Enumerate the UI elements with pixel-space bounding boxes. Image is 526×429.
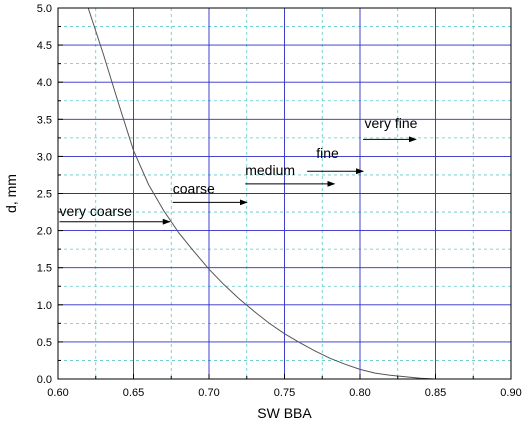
x-tick-label: 0.60 <box>47 387 68 399</box>
x-tick-label: 0.85 <box>425 387 446 399</box>
y-tick-label: 1.0 <box>37 300 52 312</box>
y-tick-label: 5.0 <box>37 3 52 15</box>
y-tick-label: 0.0 <box>37 374 52 386</box>
annotation-label: fine <box>316 145 339 161</box>
y-tick-label: 2.5 <box>37 189 52 201</box>
x-tick-label: 0.75 <box>274 387 295 399</box>
major-grid <box>58 8 511 379</box>
y-axis-title: d, mm <box>3 174 19 213</box>
curve-layer <box>87 7 451 380</box>
y-tick-label: 1.5 <box>37 263 52 275</box>
x-axis-title: SW BBA <box>257 405 312 421</box>
y-tick-label: 0.5 <box>37 337 52 349</box>
x-tick-label: 0.65 <box>123 387 144 399</box>
annotation-label: coarse <box>173 181 215 197</box>
y-tick-label: 4.5 <box>37 40 52 52</box>
annotation-label: medium <box>245 162 295 178</box>
annotation-layer: very coarse coarse medium fine very fine <box>59 115 418 225</box>
x-tick-label: 0.90 <box>500 387 521 399</box>
y-tick-label: 2.0 <box>37 226 52 238</box>
annotation-label: very coarse <box>60 203 133 219</box>
x-tick-label: 0.80 <box>349 387 370 399</box>
y-tick-label: 4.0 <box>37 77 52 89</box>
ticks-layer: 0.60 0.65 0.70 0.75 0.80 0.85 0.90 0.0 0.5 1.0 1.5… <box>37 3 522 399</box>
y-tick-label: 3.5 <box>37 114 52 126</box>
minor-grid <box>58 8 511 379</box>
y-tick-label: 3.0 <box>37 151 52 163</box>
annotation-label: very fine <box>365 115 418 131</box>
series-line <box>87 7 451 380</box>
x-tick-label: 0.70 <box>198 387 219 399</box>
